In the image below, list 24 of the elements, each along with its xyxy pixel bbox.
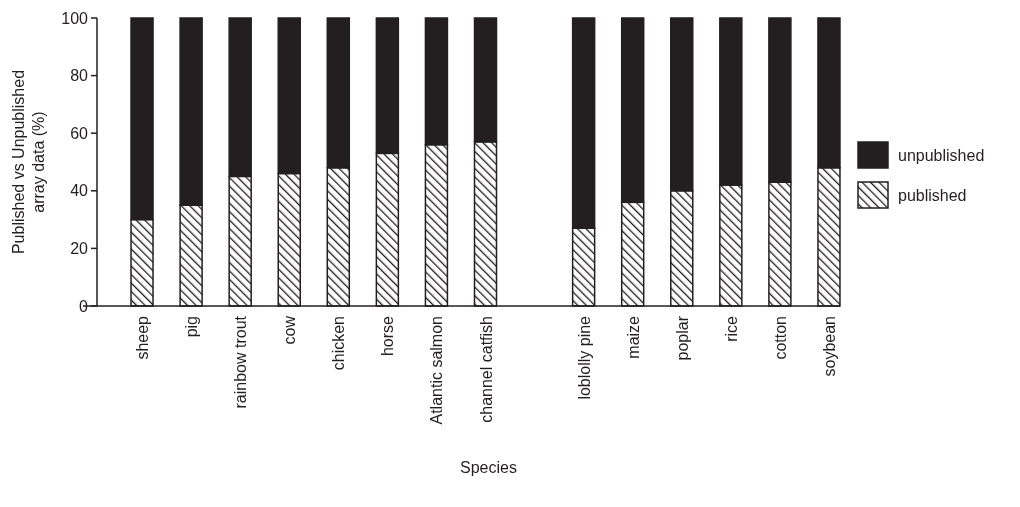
x-tick-label: chicken — [330, 316, 348, 371]
x-axis-title: Species — [460, 459, 517, 476]
y-tick-label: 0 — [79, 297, 89, 315]
x-tick-label: poplar — [673, 315, 691, 361]
x-tick-label: maize — [624, 315, 642, 359]
y-tick-label: 100 — [61, 9, 89, 27]
x-tick-label: channel catfish — [477, 316, 495, 423]
y-tick-label: 60 — [70, 124, 89, 142]
x-tick-label: pig — [183, 316, 201, 338]
legend-label: published — [898, 186, 967, 204]
x-tick-label: soybean — [820, 316, 838, 377]
x-tick-label: cotton — [771, 316, 789, 360]
legend-label: unpublished — [898, 146, 985, 164]
y-tick-label: 80 — [70, 67, 89, 85]
x-tick-label: Atlantic salmon — [428, 316, 446, 425]
x-tick-label: rainbow trout — [232, 315, 250, 409]
x-tick-label: loblolly pine — [575, 315, 593, 400]
y-axis-title: Published vs Unpublished array data (%) — [10, 69, 47, 255]
x-tick-label: sheep — [134, 315, 152, 360]
x-tick-label: cow — [281, 315, 299, 345]
x-tick-label: horse — [379, 315, 397, 357]
y-tick-label: 20 — [70, 240, 89, 257]
y-tick-label: 40 — [70, 182, 89, 200]
x-tick-label: rice — [722, 315, 740, 342]
